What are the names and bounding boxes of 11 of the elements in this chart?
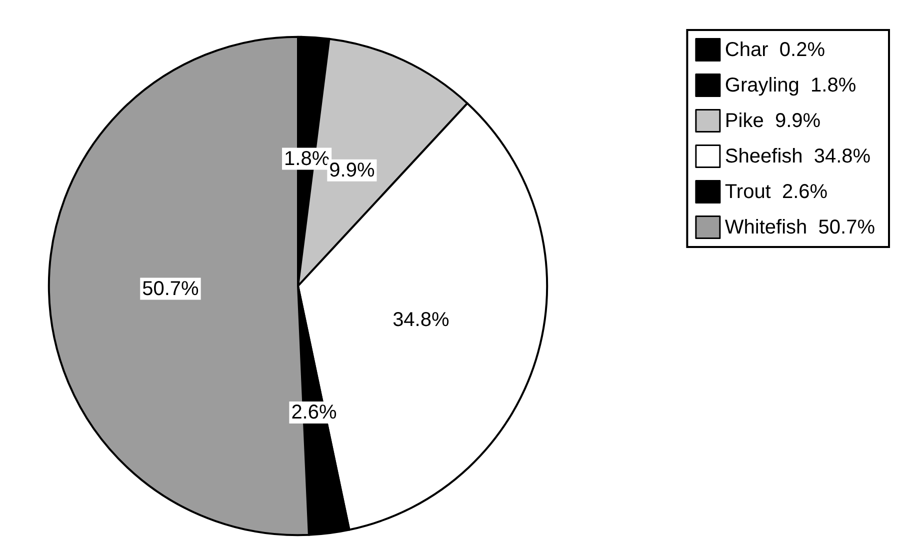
data-label: 50.7%: [142, 278, 200, 300]
legend-label: Pike 9.9%: [724, 110, 821, 132]
legend-label: Grayling 1.8%: [724, 74, 856, 96]
data-label: 34.8%: [392, 309, 450, 332]
legend-label: Trout 2.6%: [724, 180, 828, 203]
data-label: 9.9%: [329, 159, 375, 182]
legend-label: Sheefish 34.8%: [724, 145, 871, 168]
data-label: 2.6%: [291, 402, 337, 424]
legend-label: Whitefish 50.7%: [724, 216, 876, 238]
legend-label: Char 0.2%: [724, 38, 826, 61]
data-label: 1.8%: [284, 148, 330, 170]
